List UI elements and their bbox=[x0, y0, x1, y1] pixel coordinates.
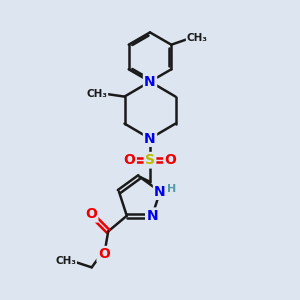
Text: N: N bbox=[154, 184, 166, 199]
Text: H: H bbox=[167, 184, 176, 194]
Text: CH₃: CH₃ bbox=[86, 88, 107, 99]
Text: S: S bbox=[145, 153, 155, 167]
Text: CH₃: CH₃ bbox=[187, 33, 208, 43]
Text: O: O bbox=[98, 247, 109, 261]
Text: N: N bbox=[146, 209, 158, 223]
Text: CH₃: CH₃ bbox=[55, 256, 76, 266]
Text: O: O bbox=[164, 153, 176, 167]
Text: N: N bbox=[144, 132, 156, 145]
Text: O: O bbox=[85, 207, 97, 221]
Text: N: N bbox=[144, 75, 156, 88]
Text: O: O bbox=[124, 153, 136, 167]
